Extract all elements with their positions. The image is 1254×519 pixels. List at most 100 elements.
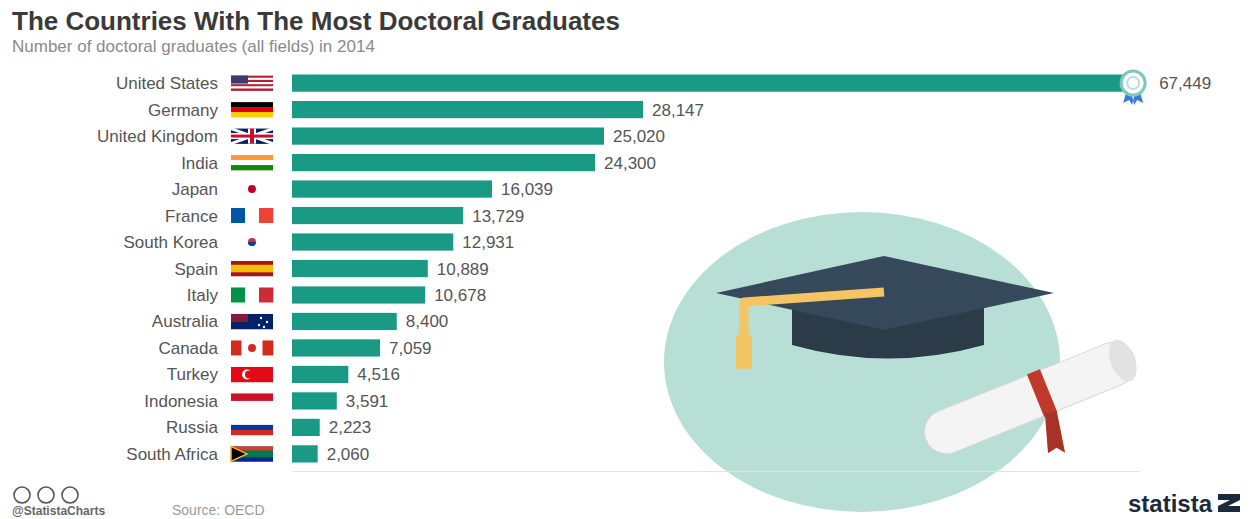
flag-stripe bbox=[231, 107, 273, 112]
title: The Countries With The Most Doctoral Gra… bbox=[12, 6, 620, 36]
diploma-ribbon bbox=[1027, 369, 1057, 417]
data-labels: 67,44928,14725,02024,30016,03913,72912,9… bbox=[327, 74, 1211, 464]
flag bbox=[231, 287, 273, 302]
badge bbox=[1121, 71, 1145, 105]
flag bbox=[231, 393, 273, 408]
data-label: 16,039 bbox=[501, 180, 553, 199]
flag-stripe bbox=[231, 269, 273, 273]
flag-stripe bbox=[231, 102, 273, 107]
source: Source: OECD bbox=[172, 502, 265, 518]
bars bbox=[292, 75, 1133, 463]
flag-stripe bbox=[231, 261, 273, 265]
bar bbox=[292, 180, 492, 197]
brand-logo bbox=[1218, 494, 1240, 512]
data-label: 10,678 bbox=[434, 286, 486, 305]
category-label: Japan bbox=[172, 180, 218, 199]
flag-dot bbox=[248, 238, 256, 246]
data-label: 12,931 bbox=[462, 233, 514, 252]
bar bbox=[292, 154, 595, 171]
category-label: Turkey bbox=[167, 365, 219, 384]
brand: statista bbox=[1128, 490, 1213, 517]
flag-stripe bbox=[231, 165, 273, 170]
data-label: 10,889 bbox=[437, 260, 489, 279]
flag-canton bbox=[231, 76, 248, 84]
category-label: United States bbox=[116, 74, 218, 93]
diploma-ribbon-tail bbox=[1034, 409, 1073, 459]
flag-cross bbox=[231, 129, 273, 144]
category-label: Australia bbox=[152, 312, 219, 331]
flag bbox=[231, 446, 273, 461]
data-label: 7,059 bbox=[389, 339, 432, 358]
flag-stripe bbox=[231, 265, 273, 269]
flag-stripe bbox=[263, 340, 274, 355]
data-label: 2,223 bbox=[329, 418, 372, 437]
illustration-circle bbox=[664, 212, 1060, 512]
footer: @StatistaCharts Source: OECD statista bbox=[12, 487, 1240, 518]
data-label: 3,591 bbox=[346, 392, 389, 411]
flag-stripe bbox=[231, 287, 245, 302]
category-label: France bbox=[165, 207, 218, 226]
flag-stripe bbox=[259, 287, 273, 302]
data-label: 24,300 bbox=[604, 154, 656, 173]
credit: @StatistaCharts bbox=[12, 504, 105, 518]
flag bbox=[231, 367, 273, 382]
data-label: 4,516 bbox=[357, 365, 400, 384]
bar bbox=[292, 207, 463, 224]
category-label: Canada bbox=[158, 339, 218, 358]
flag-stripe bbox=[231, 88, 273, 90]
bar bbox=[292, 366, 348, 383]
category-label: Germany bbox=[148, 101, 218, 120]
diploma bbox=[918, 335, 1158, 500]
flag-crescent bbox=[242, 369, 252, 379]
flag-stripe bbox=[231, 367, 273, 382]
bar bbox=[292, 445, 318, 462]
flag bbox=[231, 102, 273, 117]
flag-stripe bbox=[231, 420, 273, 425]
flag-stripe bbox=[231, 235, 273, 250]
flag-stripe bbox=[259, 208, 273, 223]
flag bbox=[231, 235, 273, 250]
x-axis bbox=[293, 471, 1141, 472]
category-labels: United StatesGermanyUnited KingdomIndiaJ… bbox=[97, 74, 219, 464]
flag-dot bbox=[248, 344, 256, 352]
flag bbox=[231, 340, 273, 355]
flag-dot bbox=[248, 185, 256, 193]
category-label: United Kingdom bbox=[97, 127, 218, 146]
bar bbox=[292, 260, 428, 277]
flags bbox=[231, 76, 273, 462]
flag-stripe bbox=[231, 393, 273, 401]
cap-tassel bbox=[744, 292, 884, 345]
flag bbox=[231, 76, 273, 91]
flag-stripe bbox=[231, 155, 273, 160]
bar bbox=[292, 127, 604, 144]
flag-stripe bbox=[231, 430, 273, 435]
bar bbox=[292, 339, 380, 356]
flag bbox=[231, 314, 273, 329]
flag-star bbox=[263, 326, 265, 328]
data-label: 2,060 bbox=[327, 445, 370, 464]
flag-stripe bbox=[231, 272, 273, 276]
flag-stripe bbox=[231, 182, 273, 197]
cap-board bbox=[716, 256, 1054, 330]
flag-stripe bbox=[231, 425, 273, 430]
diploma-roll bbox=[918, 336, 1142, 461]
flag-dot bbox=[248, 242, 256, 246]
flag-stripe bbox=[231, 446, 273, 461]
flag-stripe bbox=[231, 314, 273, 329]
flag-stripe bbox=[231, 401, 273, 409]
flag bbox=[231, 129, 273, 144]
flag-stripe bbox=[231, 208, 245, 223]
flag bbox=[231, 208, 273, 223]
flag-cross bbox=[250, 129, 254, 144]
flag-stripe bbox=[245, 208, 259, 223]
data-label: 67,449 bbox=[1159, 74, 1211, 93]
bar bbox=[292, 313, 397, 330]
flag bbox=[231, 182, 273, 197]
bar bbox=[292, 419, 320, 436]
data-label: 8,400 bbox=[406, 312, 449, 331]
category-label: Spain bbox=[175, 260, 218, 279]
bar bbox=[292, 392, 337, 409]
badge-inner bbox=[1127, 77, 1139, 89]
flag-crescent bbox=[245, 370, 253, 378]
cap-tassel-end bbox=[736, 335, 752, 369]
